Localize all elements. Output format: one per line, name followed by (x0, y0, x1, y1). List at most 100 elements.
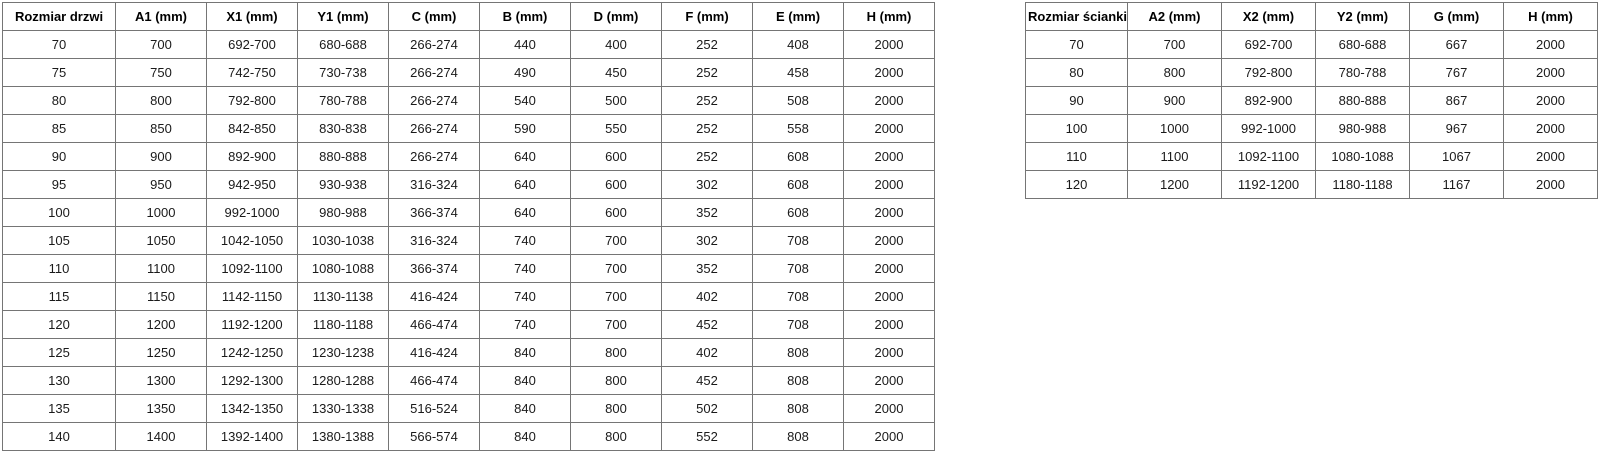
table-row: 70 700 692-700 680-688 667 2000 (1025, 30, 1598, 59)
column-header: A2 (mm) (1127, 2, 1222, 31)
table-cell: 2000 (1503, 86, 1598, 115)
header-row: Rozmiar ścianki A2 (mm) X2 (mm) Y2 (mm) G (m… (1025, 2, 1598, 31)
column-header: Rozmiar ścianki (1025, 2, 1128, 31)
table-cell: 302 (661, 226, 753, 255)
table-cell: 75 (2, 58, 116, 87)
table-cell: 667 (1409, 30, 1504, 59)
table-cell: 600 (570, 198, 662, 227)
table-cell: 502 (661, 394, 753, 423)
table-cell: 1050 (115, 226, 207, 255)
door-dimensions-table: Rozmiar drzwi A1 (mm) X1 (mm) Y1 (mm) C (mm)… (2, 2, 935, 451)
table-cell: 266-274 (388, 58, 480, 87)
table-cell: 402 (661, 282, 753, 311)
table-cell: 1200 (115, 310, 207, 339)
table-cell: 992-1000 (1221, 114, 1316, 143)
table-cell: 700 (570, 310, 662, 339)
table-row: 120 1200 1192-1200 1180-1188 1167 2000 (1025, 170, 1598, 199)
header-row: Rozmiar drzwi A1 (mm) X1 (mm) Y1 (mm) C (mm)… (2, 2, 935, 31)
table-cell: 600 (570, 142, 662, 171)
table-cell: 742-750 (206, 58, 298, 87)
table-row: 100 1000 992-1000 980-988 366-374 640 600 352 60… (2, 198, 935, 227)
table-cell: 266-274 (388, 142, 480, 171)
table-cell: 840 (479, 338, 571, 367)
table-cell: 2000 (843, 282, 935, 311)
table-cell: 440 (479, 30, 571, 59)
table-cell: 692-700 (206, 30, 298, 59)
table-cell: 1092-1100 (206, 254, 298, 283)
table-cell: 700 (570, 226, 662, 255)
table-row: 135 1350 1342-1350 1330-1338 516-524 840 800 50… (2, 394, 935, 423)
table-cell: 2000 (1503, 142, 1598, 171)
table-cell: 95 (2, 170, 116, 199)
column-header: X1 (mm) (206, 2, 298, 31)
table-cell: 1292-1300 (206, 366, 298, 395)
column-header: D (mm) (570, 2, 662, 31)
table-cell: 980-988 (297, 198, 389, 227)
table-cell: 2000 (1503, 30, 1598, 59)
table-cell: 800 (570, 338, 662, 367)
table-cell: 408 (752, 30, 844, 59)
table-cell: 792-800 (206, 86, 298, 115)
table-cell: 980-988 (1315, 114, 1410, 143)
column-header: H (mm) (843, 2, 935, 31)
table-row: 70 700 692-700 680-688 266-274 440 400 252 408 20… (2, 30, 935, 59)
table-cell: 800 (115, 86, 207, 115)
table-cell: 416-424 (388, 282, 480, 311)
table-cell: 1080-1088 (1315, 142, 1410, 171)
table-cell: 608 (752, 142, 844, 171)
table-cell: 840 (479, 394, 571, 423)
table-cell: 115 (2, 282, 116, 311)
table-cell: 1092-1100 (1221, 142, 1316, 171)
table-cell: 808 (752, 366, 844, 395)
table-cell: 708 (752, 226, 844, 255)
table-cell: 740 (479, 254, 571, 283)
table-cell: 1180-1188 (1315, 170, 1410, 199)
table-cell: 1342-1350 (206, 394, 298, 423)
table-cell: 1167 (1409, 170, 1504, 199)
column-header: H (mm) (1503, 2, 1598, 31)
table-cell: 70 (1025, 30, 1128, 59)
table-cell: 2000 (843, 114, 935, 143)
table-cell: 930-938 (297, 170, 389, 199)
table-cell: 252 (661, 30, 753, 59)
table-cell: 452 (661, 310, 753, 339)
table-cell: 880-888 (1315, 86, 1410, 115)
table-cell: 792-800 (1221, 58, 1316, 87)
table-cell: 2000 (843, 142, 935, 171)
table-cell: 1100 (115, 254, 207, 283)
column-header: Y2 (mm) (1315, 2, 1410, 31)
table-row: 140 1400 1392-1400 1380-1388 566-574 840 800 55… (2, 422, 935, 451)
table-cell: 466-474 (388, 366, 480, 395)
table-cell: 708 (752, 282, 844, 311)
table-cell: 2000 (843, 198, 935, 227)
table-cell: 366-374 (388, 254, 480, 283)
table-cell: 840 (479, 422, 571, 451)
table-cell: 740 (479, 282, 571, 311)
table-cell: 730-738 (297, 58, 389, 87)
table-cell: 508 (752, 86, 844, 115)
table-cell: 1250 (115, 338, 207, 367)
column-header: F (mm) (661, 2, 753, 31)
table-cell: 110 (1025, 142, 1128, 171)
table-cell: 302 (661, 170, 753, 199)
table-cell: 740 (479, 226, 571, 255)
column-header: G (mm) (1409, 2, 1504, 31)
table-cell: 252 (661, 142, 753, 171)
column-header: E (mm) (752, 2, 844, 31)
table-cell: 1042-1050 (206, 226, 298, 255)
table-cell: 1180-1188 (297, 310, 389, 339)
table-cell: 490 (479, 58, 571, 87)
table-cell: 500 (570, 86, 662, 115)
table-cell: 100 (2, 198, 116, 227)
column-header: Y1 (mm) (297, 2, 389, 31)
table-cell: 808 (752, 422, 844, 451)
table-cell: 640 (479, 142, 571, 171)
table-cell: 2000 (843, 226, 935, 255)
table-cell: 1192-1200 (206, 310, 298, 339)
table-cell: 2000 (843, 254, 935, 283)
table-cell: 135 (2, 394, 116, 423)
table-cell: 80 (1025, 58, 1128, 87)
table-cell: 1000 (1127, 114, 1222, 143)
table-cell: 867 (1409, 86, 1504, 115)
column-header: A1 (mm) (115, 2, 207, 31)
